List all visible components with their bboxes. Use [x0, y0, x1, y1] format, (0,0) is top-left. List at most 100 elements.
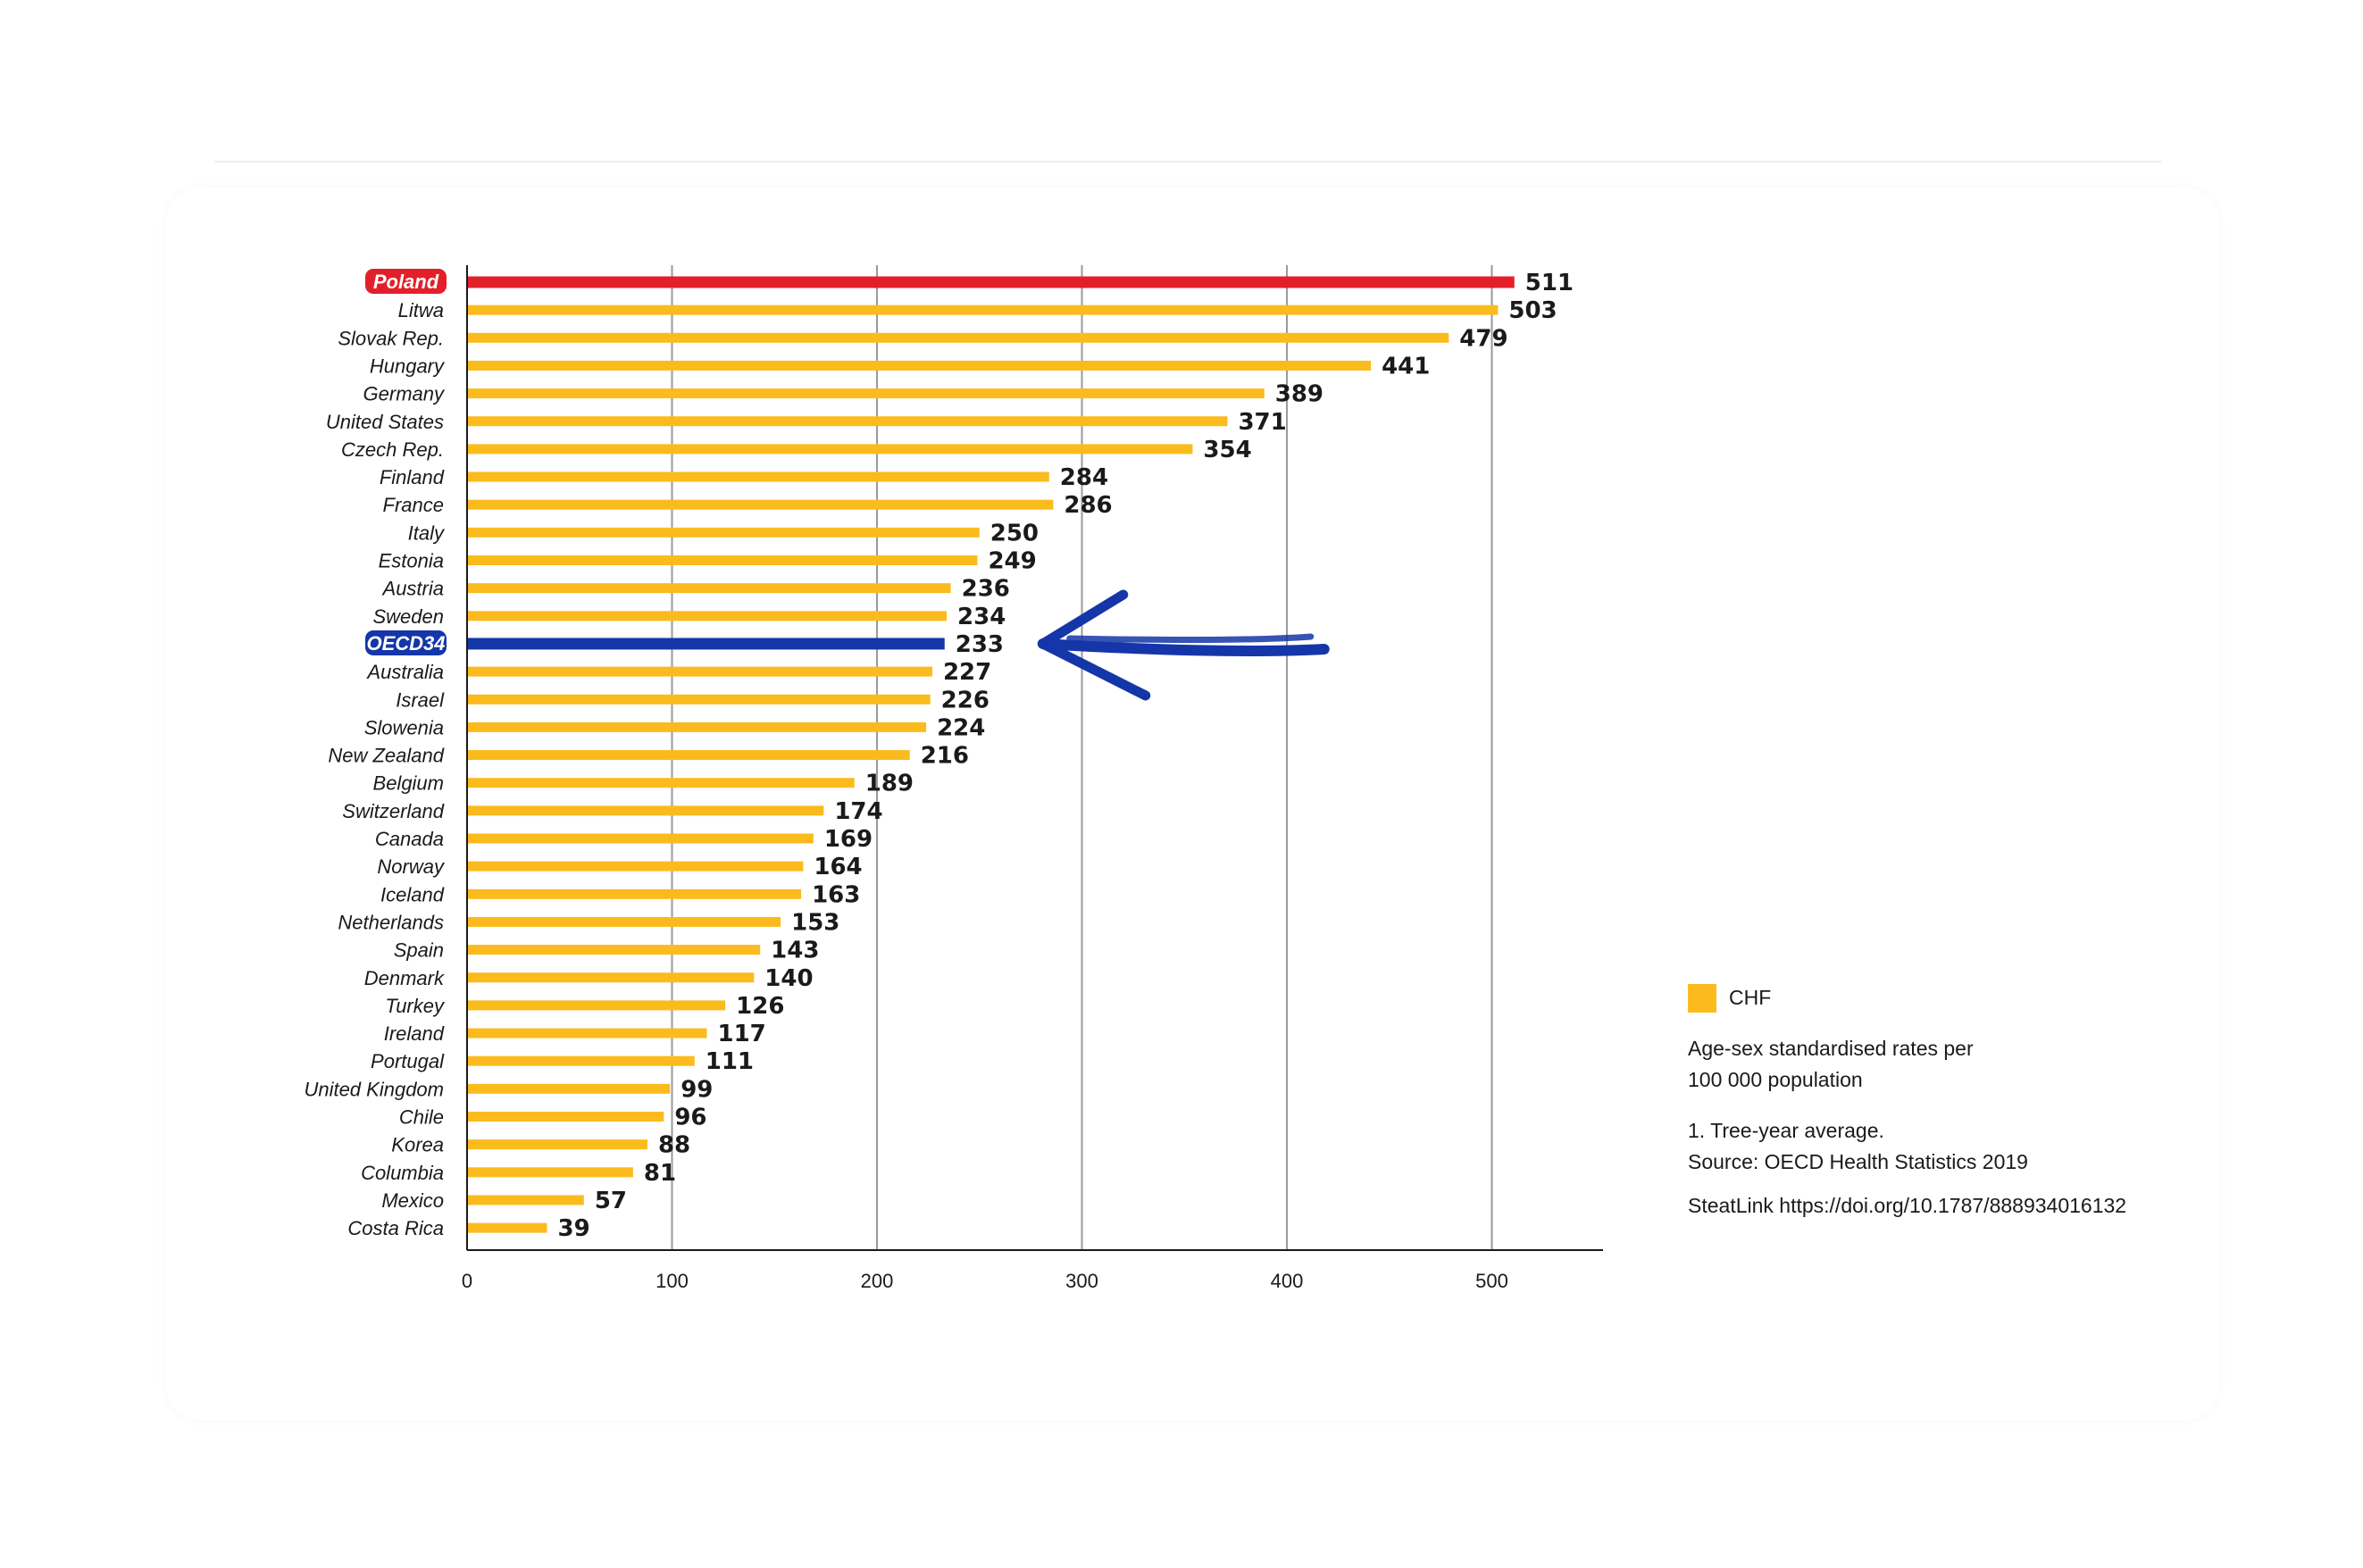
bar	[467, 276, 1515, 288]
bar	[467, 611, 948, 621]
category-label: Ireland	[384, 1022, 445, 1045]
value-label: 140	[764, 965, 813, 992]
value-label: 224	[937, 714, 985, 741]
value-label: 163	[812, 881, 860, 908]
value-label: 389	[1275, 381, 1323, 408]
footnote: 1. Tree-year average.	[1688, 1119, 1884, 1142]
x-tick-label: 0	[462, 1270, 472, 1292]
category-label: Hungary	[370, 354, 446, 377]
category-label: United States	[326, 411, 444, 433]
value-label: 250	[990, 520, 1039, 546]
bar	[467, 1028, 707, 1038]
bar	[467, 666, 932, 677]
x-tick-label: 200	[861, 1270, 894, 1292]
value-label: 236	[962, 576, 1010, 603]
category-label: New Zealand	[328, 745, 444, 767]
bar	[467, 1112, 664, 1122]
legend-label: CHF	[1729, 986, 1772, 1009]
value-label: 441	[1382, 353, 1430, 379]
category-label: Austria	[381, 578, 444, 600]
arrow-shaft	[1037, 638, 1330, 656]
value-label: 88	[658, 1132, 690, 1159]
value-labels: 5115034794413893713542842862502492362342…	[558, 270, 1574, 1242]
category-label: Sweden	[372, 605, 444, 628]
value-label: 216	[921, 743, 969, 770]
value-label: 371	[1238, 409, 1286, 436]
value-label: 284	[1060, 464, 1108, 491]
value-label: 117	[718, 1021, 766, 1047]
bar	[467, 360, 1372, 371]
bar	[467, 1167, 633, 1178]
value-label: 164	[814, 854, 862, 880]
bar	[467, 1083, 671, 1094]
statlink[interactable]: SteatLink https://doi.org/10.1787/888934…	[1688, 1194, 2127, 1217]
x-tick-label: 100	[655, 1270, 689, 1292]
category-label: Turkey	[385, 995, 446, 1017]
legend-panel: CHF Age-sex standardised rates per 100 0…	[1688, 982, 2188, 1222]
bar	[467, 888, 802, 899]
legend-swatch	[1688, 983, 1716, 1013]
bar	[467, 1222, 547, 1233]
category-label: Slowenia	[364, 716, 444, 738]
bar	[467, 833, 814, 844]
category-label: Canada	[375, 828, 444, 850]
category-label: Germany	[363, 383, 446, 405]
value-label: 226	[941, 687, 989, 713]
bar	[467, 750, 910, 761]
rates-note-line2: 100 000 population	[1688, 1068, 1863, 1091]
category-label: Portugal	[371, 1050, 445, 1072]
arrow-head	[1038, 589, 1151, 701]
bar	[467, 1195, 584, 1205]
category-labels: Poland Litwa Slovak Rep. Hungary Germany Unit…	[304, 269, 447, 1239]
bar	[467, 444, 1193, 455]
bar	[467, 527, 980, 538]
legend-item-chf: CHF	[1688, 982, 2188, 1013]
value-label: 503	[1508, 297, 1557, 324]
value-label: 249	[988, 548, 1036, 575]
top-divider	[214, 161, 2161, 163]
bar	[467, 945, 761, 955]
bar	[467, 1139, 647, 1150]
value-label: 96	[674, 1105, 706, 1131]
category-label: Korea	[391, 1134, 444, 1156]
value-label: 227	[943, 659, 991, 686]
category-label: Norway	[377, 855, 446, 878]
value-label: 189	[865, 771, 914, 797]
value-label: 111	[706, 1048, 754, 1075]
category-label: Estonia	[379, 550, 444, 572]
source-note: Source: OECD Health Statistics 2019	[1688, 1150, 2028, 1173]
arrow-shaft-stroke	[1066, 633, 1315, 644]
value-label: 511	[1525, 270, 1574, 296]
value-label: 99	[681, 1076, 713, 1103]
bar	[467, 805, 824, 816]
category-label: Denmark	[364, 967, 445, 989]
value-label: 143	[771, 938, 819, 964]
category-label: Iceland	[380, 883, 445, 905]
category-label: Chile	[399, 1106, 444, 1129]
bar	[467, 555, 978, 565]
category-label: Czech Rep.	[341, 438, 444, 461]
value-label: 57	[595, 1188, 627, 1214]
bar	[467, 638, 945, 650]
bar	[467, 972, 755, 983]
bar	[467, 388, 1265, 399]
category-label: Litwa	[398, 299, 444, 321]
category-label: United Kingdom	[304, 1078, 444, 1100]
highlight-pill	[365, 269, 447, 294]
value-label: 174	[834, 798, 882, 825]
category-label: Spain	[394, 939, 444, 962]
category-label: Australia	[365, 661, 444, 683]
x-tick-label: 300	[1065, 1270, 1098, 1292]
category-label: OECD34	[366, 632, 445, 655]
category-label: Costa Rica	[347, 1217, 444, 1239]
category-label: Italy	[408, 521, 446, 544]
value-label: 234	[957, 604, 1006, 630]
category-label: Israel	[396, 688, 445, 711]
value-label: 354	[1203, 437, 1251, 463]
oecd-arrow-annotation	[1037, 589, 1330, 701]
category-label: Slovak Rep.	[338, 327, 444, 349]
category-label: Poland	[373, 271, 439, 293]
bar	[467, 1000, 726, 1011]
bar	[467, 583, 951, 594]
